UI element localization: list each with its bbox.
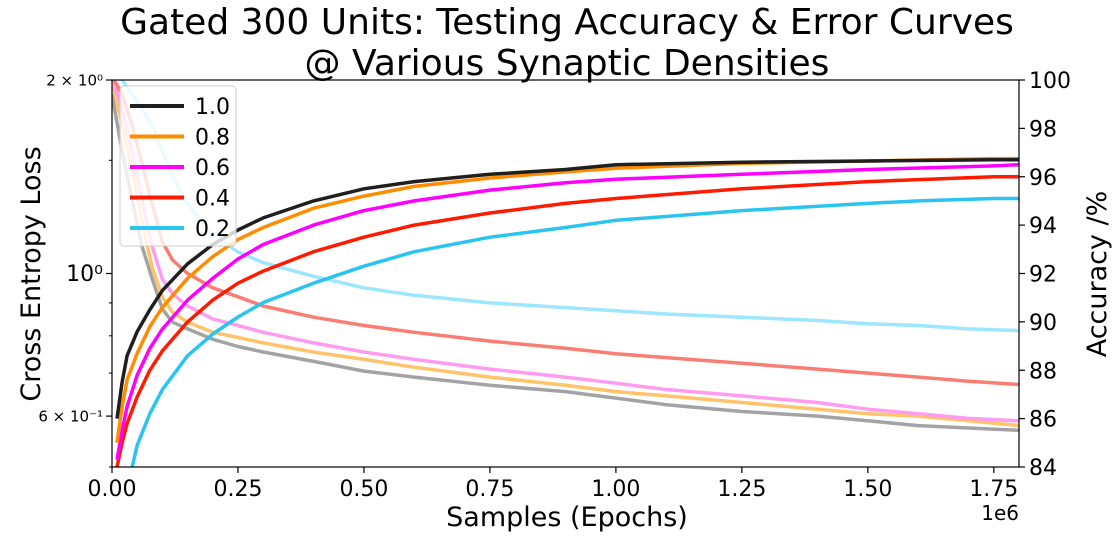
y-axis-right: 84 86 88 90 92 94 96 98 100 [1019,69,1071,481]
y-right-tick-label: 100 [1029,69,1071,94]
accuracy-line-0.2 [130,196,1019,467]
accuracy-line-0.4 [115,175,1019,467]
y-axis-left: 2 × 10⁰ 10⁰ 6 × 10⁻¹ [38,71,112,468]
chart-title-line-1: Gated 300 Units: Testing Accuracy & Erro… [120,2,1014,43]
x-tick-label: 1.50 [843,477,892,502]
y-right-tick-label: 84 [1029,456,1057,481]
x-offset-label: 1e6 [981,501,1019,525]
y-left-tick-label: 2 × 10⁰ [46,71,103,89]
x-tick-label: 0.50 [339,477,388,502]
y-axis-right-label: Accuracy /% [1082,191,1113,358]
loss-line-0.8 [112,80,1019,428]
loss-line-1.0 [112,93,1019,433]
x-tick-label: 0.25 [213,477,262,502]
x-axis-label: Samples (Epochs) [446,502,688,533]
loss-line-0.6 [112,80,1019,423]
legend-label-1.0: 1.0 [195,95,230,120]
y-right-tick-label: 86 [1029,408,1057,433]
y-right-tick-label: 92 [1029,263,1057,288]
legend-label-0.6: 0.6 [195,156,230,181]
x-tick-label: 1.75 [969,477,1018,502]
y-right-tick-label: 96 [1029,166,1057,191]
accuracy-lines [115,156,1019,467]
y-right-tick-label: 94 [1029,214,1057,239]
accuracy-line-1.0 [115,158,1019,419]
legend-label-0.8: 0.8 [195,126,230,151]
y-right-tick-label: 90 [1029,311,1057,336]
y-axis-left-label: Cross Entropy Loss [16,146,47,401]
y-left-tick-label: 6 × 10⁻¹ [38,407,103,425]
y-right-tick-label: 88 [1029,359,1057,384]
x-axis: 0.00 0.25 0.50 0.75 1.00 1.25 1.50 1.75 [88,467,1018,502]
y-right-tick-label: 98 [1029,117,1057,142]
y-left-tick-label: 10⁰ [66,262,103,287]
x-tick-label: 1.00 [591,477,640,502]
accuracy-line-0.6 [115,162,1019,461]
x-tick-label: 0.00 [88,477,137,502]
chart-title-line-2: @ Various Synaptic Densities [305,43,830,84]
x-tick-label: 0.75 [465,477,514,502]
legend-label-0.4: 0.4 [195,187,230,212]
legend-label-0.2: 0.2 [195,217,230,242]
legend: 1.0 0.8 0.6 0.4 0.2 [119,85,237,247]
x-tick-label: 1.25 [717,477,766,502]
